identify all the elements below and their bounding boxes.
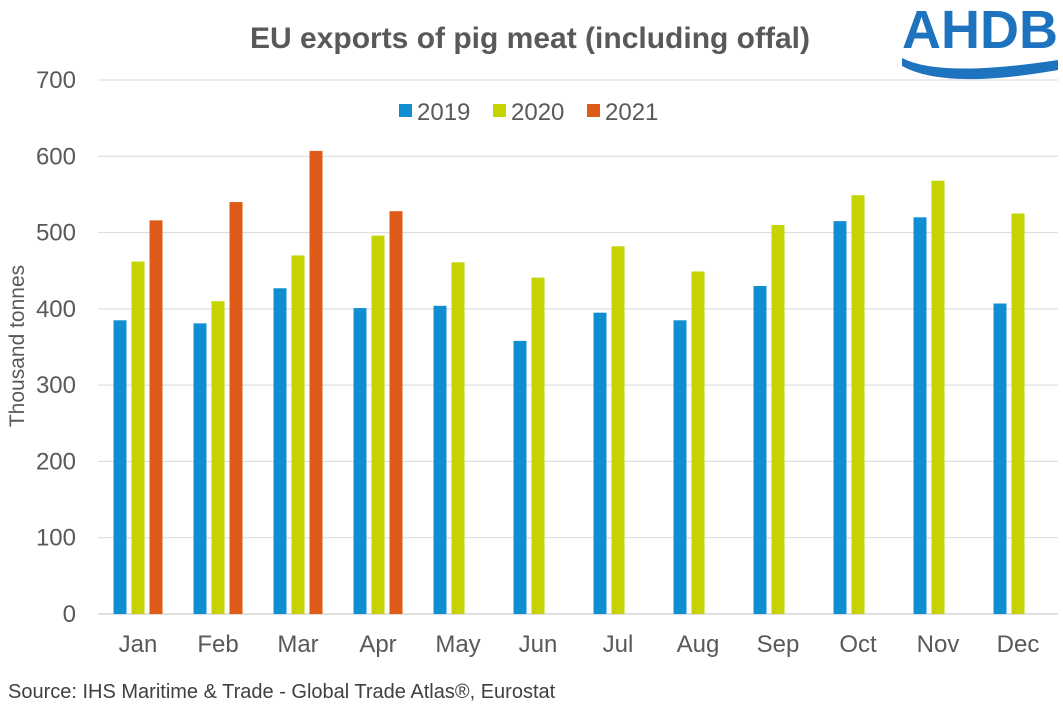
bar-2020-feb [211, 301, 225, 614]
legend-label-2019: 2019 [417, 99, 470, 126]
x-tick-labels: Jan Feb Mar Apr May Jun Jul Aug Sep Oct Nov Dec [119, 631, 1040, 658]
legend: 2019 2020 2021 [399, 99, 658, 126]
legend-swatch-2020 [493, 104, 506, 117]
bar-2019-dec [993, 303, 1007, 614]
ahdb-logo: AHDB [902, 0, 1058, 80]
bar-2019-apr [353, 308, 367, 614]
bar-2020-sep [771, 224, 785, 614]
x-tick-label: Mar [277, 631, 318, 658]
legend-swatch-2019 [399, 104, 412, 117]
y-tick-label: 0 [63, 601, 76, 628]
y-axis-label: Thousand tonnes [6, 265, 29, 427]
bar-2021-feb [229, 202, 243, 615]
x-tick-label: Jul [603, 631, 634, 658]
bar-2021-apr [389, 211, 403, 614]
y-tick-label: 400 [36, 296, 76, 323]
y-tick-label: 300 [36, 372, 76, 399]
y-tick-label: 100 [36, 525, 76, 552]
bar-2019-jun [513, 340, 527, 614]
bar-2019-aug [673, 320, 687, 614]
source-note: Source: IHS Maritime & Trade - Global Tr… [8, 681, 556, 703]
bar-2019-mar [273, 288, 287, 614]
y-tick-labels: 0 100 200 300 400 500 600 700 [36, 67, 76, 628]
bar-2020-nov [931, 180, 945, 614]
bar-2020-jun [531, 277, 545, 614]
bar-2020-dec [1011, 213, 1025, 614]
x-tick-label: Dec [997, 631, 1040, 658]
y-tick-label: 500 [36, 220, 76, 247]
bar-2020-apr [371, 235, 385, 614]
bar-2019-sep [753, 285, 767, 614]
bar-2020-jan [131, 261, 145, 614]
y-tick-label: 600 [36, 143, 76, 170]
bar-2021-mar [309, 150, 323, 614]
bar-2020-jul [611, 246, 625, 614]
bar-2019-jan [113, 320, 127, 614]
x-tick-label: Jun [519, 631, 558, 658]
x-tick-label: Oct [839, 631, 877, 658]
logo-wave-icon [902, 58, 1058, 80]
bar-2021-jan [149, 220, 163, 614]
bar-series [113, 150, 1025, 615]
y-tick-label: 200 [36, 448, 76, 475]
bar-2019-feb [193, 323, 207, 614]
x-tick-label: Jan [119, 631, 158, 658]
x-tick-label: Feb [197, 631, 238, 658]
bar-2019-oct [833, 221, 847, 614]
gridlines [98, 79, 1058, 615]
x-tick-label: Sep [757, 631, 800, 658]
x-tick-label: Apr [359, 631, 396, 658]
bar-2020-may [451, 262, 465, 614]
logo-text: AHDB [902, 0, 1058, 60]
x-tick-label: Aug [677, 631, 720, 658]
legend-swatch-2021 [587, 104, 600, 117]
bar-2019-jul [593, 312, 607, 614]
legend-label-2021: 2021 [605, 99, 658, 126]
bar-2019-may [433, 305, 447, 614]
x-tick-label: May [435, 631, 480, 658]
x-tick-label: Nov [917, 631, 960, 658]
bar-2020-oct [851, 195, 865, 615]
bar-2020-aug [691, 271, 705, 614]
y-tick-label: 700 [36, 67, 76, 94]
bar-2019-nov [913, 217, 927, 615]
chart-title: EU exports of pig meat (including offal) [250, 22, 810, 55]
bar-2020-mar [291, 255, 305, 614]
legend-label-2020: 2020 [511, 99, 564, 126]
